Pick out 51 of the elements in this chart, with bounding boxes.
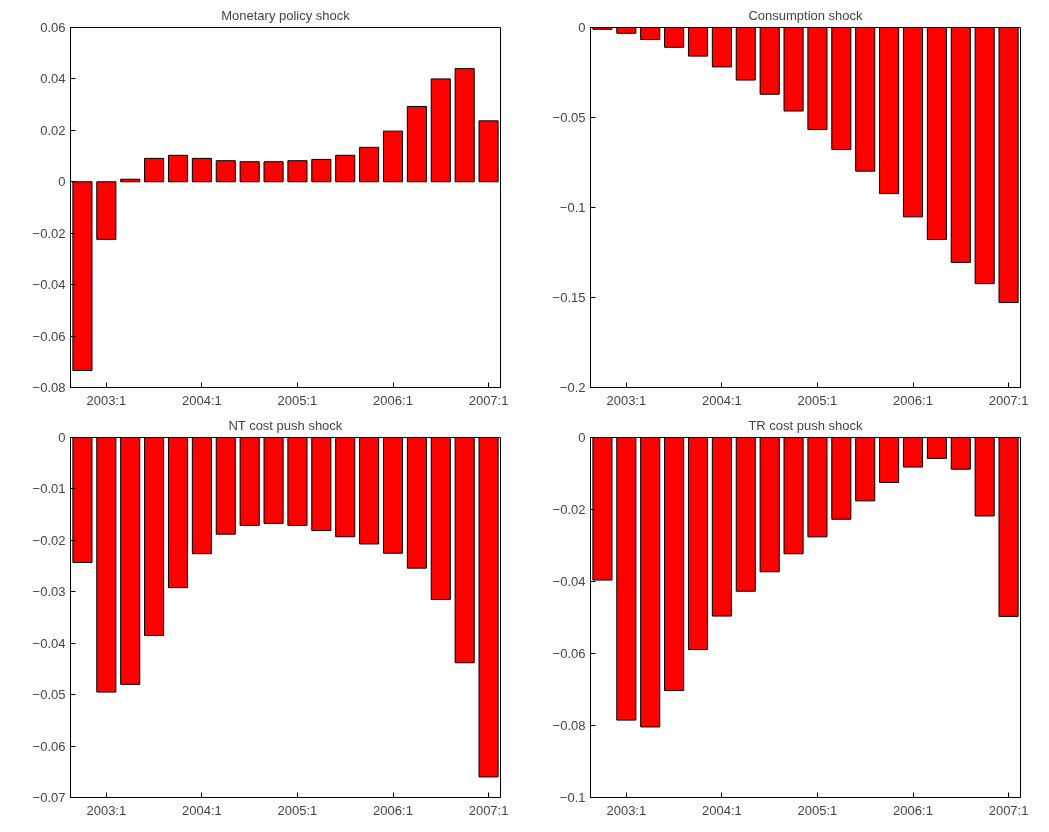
- y-tick-label: −0.03: [32, 584, 66, 600]
- x-tick-label: 2004:1: [182, 392, 222, 408]
- y-tick-label: −0.02: [32, 225, 66, 241]
- x-tick-label: 2003:1: [606, 802, 647, 818]
- x-tick-label: 2005:1: [797, 802, 838, 818]
- y-tick-label: 0.02: [40, 122, 66, 138]
- x-tick-label: 2007:1: [988, 802, 1029, 818]
- y-tick-label: −0.04: [32, 635, 66, 651]
- x-tick-label: 2005:1: [277, 802, 318, 818]
- y-tick-label: 0.04: [40, 71, 66, 87]
- chart-title: NT cost push shock: [228, 417, 343, 433]
- x-tick-label: 2005:1: [277, 392, 318, 408]
- y-tick-label: −0.15: [552, 290, 586, 305]
- x-tick-label: 2006:1: [373, 802, 413, 818]
- x-tick-label: 2004:1: [702, 392, 742, 408]
- x-tick-label: 2003:1: [606, 392, 647, 408]
- y-tick-label: 0: [58, 430, 66, 445]
- y-tick-label: −0.05: [32, 687, 66, 703]
- x-tick-label: 2005:1: [797, 392, 838, 408]
- y-tick-label: −0.04: [32, 277, 66, 293]
- y-tick-label: −0.08: [32, 380, 66, 395]
- y-tick-label: 0.06: [40, 20, 66, 35]
- y-tick-label: −0.2: [559, 380, 586, 395]
- x-tick-label: 2004:1: [702, 802, 742, 818]
- x-tick-label: 2004:1: [182, 802, 222, 818]
- x-tick-label: 2006:1: [373, 392, 413, 408]
- x-tick-label: 2006:1: [893, 392, 933, 408]
- y-tick-label: −0.1: [559, 200, 586, 215]
- y-tick-label: −0.07: [32, 790, 66, 805]
- x-tick-label: 2007:1: [988, 392, 1029, 408]
- y-tick-label: −0.06: [32, 738, 66, 754]
- x-tick-label: 2006:1: [893, 802, 933, 818]
- y-tick-label: −0.04: [552, 574, 586, 589]
- x-tick-label: 2003:1: [86, 392, 127, 408]
- y-tick-label: 0: [578, 20, 586, 35]
- x-tick-label: 2007:1: [468, 392, 509, 408]
- x-tick-label: 2007:1: [468, 802, 509, 818]
- y-tick-label: −0.1: [559, 790, 586, 805]
- y-tick-label: −0.08: [552, 718, 586, 733]
- chart-title: TR cost push shock: [748, 417, 864, 433]
- x-tick-label: 2003:1: [86, 802, 127, 818]
- y-tick-label: −0.01: [32, 481, 66, 497]
- y-tick-label: −0.05: [552, 110, 586, 125]
- y-tick-label: −0.06: [32, 328, 66, 344]
- y-tick-label: −0.06: [552, 646, 586, 661]
- y-tick-label: 0: [578, 430, 586, 445]
- y-tick-label: −0.02: [552, 502, 586, 517]
- y-tick-label: −0.02: [32, 532, 66, 548]
- chart-title: Consumption shock: [748, 7, 864, 23]
- chart-title: Monetary policy shock: [221, 7, 351, 23]
- y-tick-label: 0: [58, 174, 66, 190]
